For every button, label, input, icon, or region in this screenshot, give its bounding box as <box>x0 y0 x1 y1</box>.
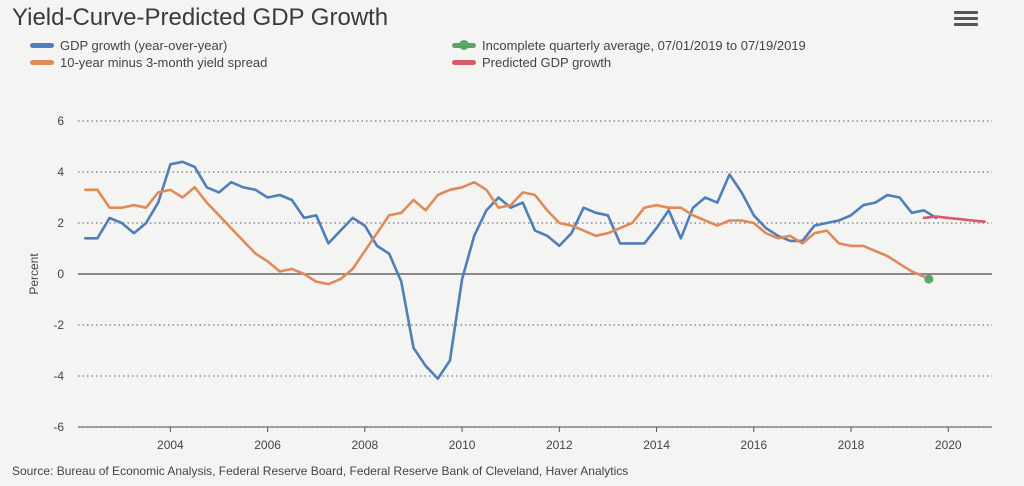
legend-left: GDP growth (year-over-year) 10-year minu… <box>30 37 267 71</box>
legend-swatch <box>452 40 476 50</box>
y-tick-label: 4 <box>57 165 64 179</box>
legend-swatch <box>452 60 476 65</box>
x-tick-label: 2004 <box>157 438 184 452</box>
series-line-1 <box>84 180 926 286</box>
y-tick-label: -6 <box>53 420 64 434</box>
x-tick-label: 2006 <box>254 438 281 452</box>
legend-item-spread[interactable]: 10-year minus 3-month yield spread <box>30 54 267 71</box>
y-axis-label: Percent <box>27 253 41 295</box>
x-tick-label: 2014 <box>643 438 670 452</box>
y-tick-label: 2 <box>57 216 64 230</box>
x-tick-label: 2010 <box>449 438 476 452</box>
y-tick-label: -4 <box>53 369 64 383</box>
page-title: Yield-Curve-Predicted GDP Growth <box>12 4 389 31</box>
series-line-3 <box>922 215 986 223</box>
legend-swatch <box>30 43 54 48</box>
y-tick-label: 6 <box>57 114 64 128</box>
x-tick-label: 2012 <box>546 438 573 452</box>
legend-item-incomplete[interactable]: Incomplete quarterly average, 07/01/2019… <box>452 37 806 54</box>
y-tick-label: -2 <box>53 318 64 332</box>
legend-item-gdp[interactable]: GDP growth (year-over-year) <box>30 37 267 54</box>
y-tick-label: 0 <box>57 267 64 281</box>
source-note: Source: Bureau of Economic Analysis, Fed… <box>12 464 629 478</box>
legend-label: 10-year minus 3-month yield spread <box>60 55 268 70</box>
legend-label: Predicted GDP growth <box>482 55 612 70</box>
x-tick-label: 2018 <box>838 438 865 452</box>
legend-label: GDP growth (year-over-year) <box>60 38 228 53</box>
legend-swatch <box>30 60 54 65</box>
legend-item-predicted[interactable]: Predicted GDP growth <box>452 54 806 71</box>
x-tick-label: 2016 <box>740 438 767 452</box>
legend-label: Incomplete quarterly average, 07/01/2019… <box>482 38 806 53</box>
series-line-0 <box>84 160 938 380</box>
series-point-incomplete <box>924 274 934 284</box>
legend-right: Incomplete quarterly average, 07/01/2019… <box>452 37 806 71</box>
hamburger-menu-icon[interactable] <box>954 8 978 28</box>
x-tick-label: 2008 <box>351 438 378 452</box>
x-tick-label: 2020 <box>935 438 962 452</box>
